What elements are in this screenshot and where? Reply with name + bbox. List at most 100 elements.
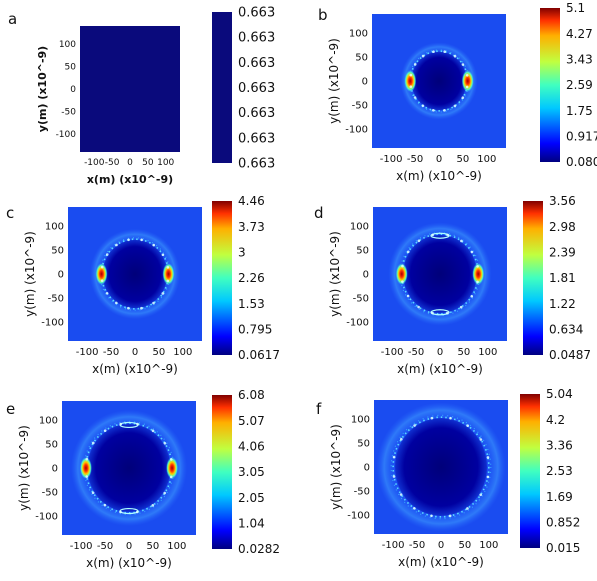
colorbar-tick-label: 4.06: [238, 440, 265, 454]
x-tick-label: 50: [459, 540, 472, 551]
y-tick-label: -100: [41, 317, 64, 328]
x-tick-label: 0: [127, 158, 133, 168]
y-tick-label: 0: [52, 464, 58, 475]
colorbar-tick-label: 3.36: [546, 439, 573, 453]
panel-letter: e: [6, 400, 15, 418]
panel-b: b -100 -50 0 50 100 100 50 0 -50 -100 x(m) (x10^-9)…: [318, 1, 597, 183]
y-tick-label: 50: [355, 53, 368, 64]
y-axis-label: y(m) (x10^-9): [329, 424, 343, 510]
heatmap-field: [80, 26, 180, 152]
colorbar: [520, 394, 540, 548]
x-tick-label: 100: [478, 347, 497, 358]
colorbar-tick-label: 1.69: [546, 490, 573, 504]
y-tick-label: 100: [59, 40, 76, 50]
y-axis-label: y(m) (x10^-9): [36, 46, 49, 132]
panel-letter: b: [318, 6, 328, 24]
y-tick-label: -50: [48, 293, 64, 304]
field-hotspot: [162, 263, 175, 285]
y-tick-label: 0: [362, 77, 368, 88]
colorbar-tick-label: 4.46: [238, 194, 265, 208]
colorbar-tick-label: 2.05: [238, 491, 265, 505]
colorbar-tick-label: 1.81: [549, 271, 576, 285]
x-tick-label: 100: [479, 540, 498, 551]
y-tick-label: -100: [345, 124, 368, 135]
y-tick-label: 100: [39, 416, 58, 427]
x-tick-label: -50: [97, 541, 113, 552]
heatmap-field: [374, 400, 508, 534]
colorbar-tick-label: 0.015: [546, 541, 580, 555]
x-tick-label: -50: [409, 540, 425, 551]
x-tick-label: -100: [76, 347, 99, 358]
y-tick-label: 50: [45, 440, 58, 451]
y-tick-label: 50: [356, 246, 369, 257]
x-tick-label: 50: [142, 158, 154, 168]
x-tick-label: 50: [458, 347, 471, 358]
colorbar-tick-label: 3.05: [238, 465, 265, 479]
panel-letter: d: [314, 204, 324, 222]
x-axis-label: x(m) (x10^-9): [92, 362, 178, 376]
y-tick-label: -50: [352, 100, 368, 111]
x-tick-label: 0: [132, 347, 138, 358]
y-tick-label: 50: [357, 439, 370, 450]
x-tick-label: 50: [147, 541, 160, 552]
y-tick-label: 100: [349, 29, 368, 40]
y-tick-label: 100: [45, 222, 64, 233]
x-tick-label: 50: [457, 154, 470, 165]
colorbar: [212, 201, 232, 355]
x-tick-label: -100: [70, 541, 93, 552]
y-tick-label: 0: [58, 270, 64, 281]
y-tick-label: 50: [65, 63, 77, 73]
colorbar: [212, 395, 232, 549]
colorbar: [523, 201, 543, 355]
y-tick-label: 100: [351, 415, 370, 426]
field-hotspot: [166, 457, 179, 479]
colorbar-tick-label: 0.663: [238, 31, 275, 46]
x-axis-label: x(m) (x10^-9): [397, 362, 483, 376]
x-tick-label: 100: [173, 347, 192, 358]
panel-e: e -100 -50 0 50 100 100 50 0 -50 -100 x(m) (x10^-9)…: [6, 388, 280, 570]
colorbar-tick-label: 4.2: [546, 413, 565, 427]
colorbar-tick-label: 0.663: [238, 56, 275, 71]
y-axis-label: y(m) (x10^-9): [23, 231, 37, 317]
field-hotspot: [461, 70, 474, 92]
colorbar-tick-label: 0.634: [549, 323, 583, 337]
colorbar-tick-label: 0.0282: [238, 542, 280, 556]
y-tick-label: 50: [51, 246, 64, 257]
field-lobe: [430, 309, 450, 316]
x-axis-label: x(m) (x10^-9): [87, 173, 173, 186]
x-axis-label: x(m) (x10^-9): [396, 169, 482, 183]
x-tick-label: 0: [126, 541, 132, 552]
colorbar-tick-label: 1.04: [238, 517, 265, 531]
field-hotspot: [395, 263, 408, 285]
colorbar-tick-label: 4.27: [566, 27, 593, 41]
x-tick-label: -50: [103, 347, 119, 358]
y-tick-label: -100: [346, 317, 369, 328]
field-hotspot: [404, 70, 417, 92]
x-tick-label: -100: [84, 158, 105, 168]
y-tick-label: 0: [363, 270, 369, 281]
field-lobe: [430, 232, 450, 239]
y-tick-label: -50: [42, 487, 58, 498]
colorbar-tick-label: 3.43: [566, 53, 593, 67]
x-tick-label: -100: [380, 154, 403, 165]
y-tick-label: -50: [354, 486, 370, 497]
heatmap-field: [372, 14, 506, 148]
x-tick-label: -50: [408, 347, 424, 358]
x-axis-label: x(m) (x10^-9): [86, 556, 172, 570]
y-axis-label: y(m) (x10^-9): [17, 425, 31, 511]
panel-letter: c: [6, 204, 14, 222]
colorbar-tick-label: 0.663: [238, 131, 275, 146]
x-tick-label: 0: [438, 540, 444, 551]
colorbar: [212, 12, 232, 163]
x-tick-label: -50: [105, 158, 120, 168]
y-tick-label: 100: [350, 222, 369, 233]
colorbar-tick-label: 2.53: [546, 464, 573, 478]
colorbar-tick-label: 2.59: [566, 78, 593, 92]
x-tick-label: 0: [436, 154, 442, 165]
colorbar-tick-label: 5.04: [546, 387, 573, 401]
colorbar-tick-label: 2.98: [549, 220, 576, 234]
colorbar-tick-label: 0.663: [238, 157, 275, 172]
y-tick-label: -100: [35, 511, 58, 522]
